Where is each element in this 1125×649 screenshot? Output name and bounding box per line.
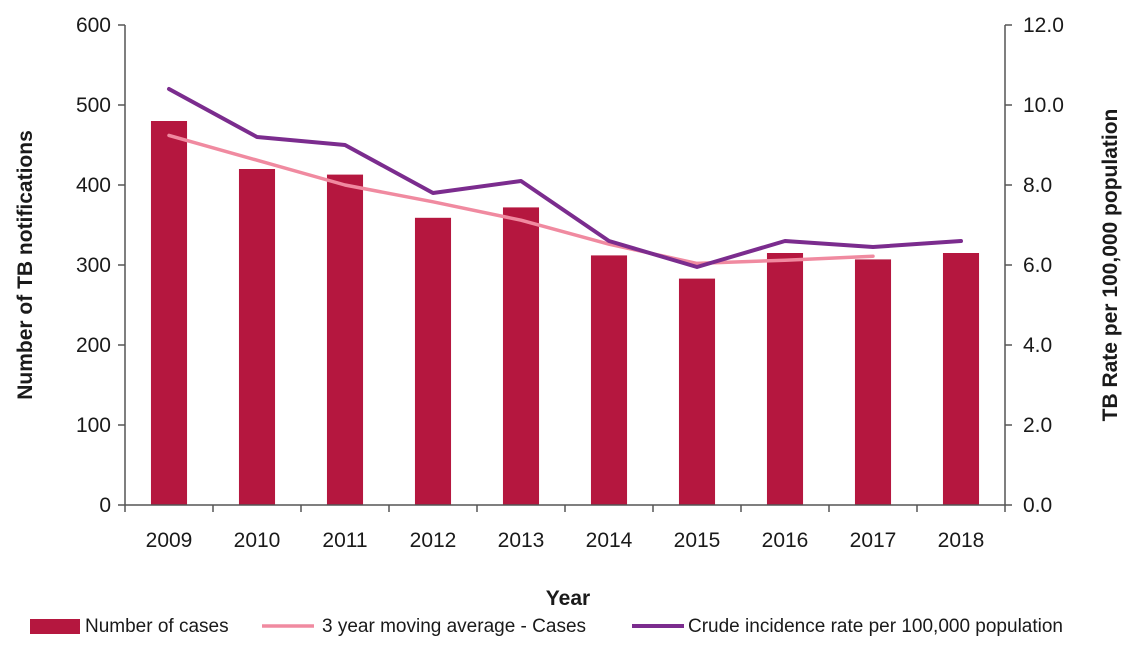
right-tick-label: 10.0: [1023, 94, 1064, 117]
left-tick-label: 300: [76, 254, 111, 277]
x-tick-label: 2014: [586, 529, 633, 552]
right-tick-label: 2.0: [1023, 414, 1052, 437]
series-line: [167, 87, 963, 269]
left-tick-label: 0: [99, 494, 111, 517]
x-tick-label: 2016: [762, 529, 809, 552]
bar: [150, 121, 188, 505]
right-axis-ticks: 0.0 2.0 4.0 6.0 8.0 10.0 12.0: [1005, 14, 1064, 517]
bar: [766, 253, 804, 505]
left-tick-label: 100: [76, 414, 111, 437]
bar: [854, 259, 892, 505]
x-tick-label: 2012: [410, 529, 457, 552]
right-tick-label: 6.0: [1023, 254, 1052, 277]
bar: [414, 217, 452, 506]
y2-axis-title: TB Rate per 100,000 population: [1099, 109, 1122, 422]
series-line: [167, 133, 875, 266]
x-tick-label: 2017: [850, 529, 897, 552]
bar-series: [150, 121, 980, 506]
bar: [678, 278, 716, 505]
bar: [326, 174, 364, 505]
left-tick-label: 400: [76, 174, 111, 197]
x-axis-ticks: 2009 2010 2011 2012 2013 2014 2015 2016 2017 2018: [124, 505, 1006, 552]
right-tick-label: 4.0: [1023, 334, 1052, 357]
right-tick-label: 8.0: [1023, 174, 1052, 197]
left-tick-label: 200: [76, 334, 111, 357]
left-tick-label: 500: [76, 94, 111, 117]
x-tick-label: 2013: [498, 529, 545, 552]
right-tick-label: 12.0: [1023, 14, 1064, 37]
legend-label: Number of cases: [85, 616, 229, 637]
legend-label: 3 year moving average - Cases: [322, 616, 586, 637]
legend: Number of cases 3 year moving average - C…: [30, 616, 1063, 637]
left-tick-label: 600: [76, 14, 111, 37]
bar: [502, 207, 540, 505]
legend-swatch: [30, 619, 80, 634]
right-tick-label: 0.0: [1023, 494, 1052, 517]
bar: [942, 253, 980, 505]
x-tick-label: 2018: [938, 529, 985, 552]
line-series: [167, 87, 963, 269]
y-axis-title: Number of TB notifications: [14, 130, 37, 400]
x-tick-label: 2015: [674, 529, 721, 552]
x-tick-label: 2011: [322, 529, 367, 552]
x-tick-label: 2010: [234, 529, 281, 552]
bar: [590, 255, 628, 505]
legend-label: Crude incidence rate per 100,000 populat…: [688, 616, 1063, 637]
left-axis-ticks: 0 100 200 300 400 500 600: [76, 14, 125, 517]
bar: [238, 169, 276, 505]
x-axis-title: Year: [546, 587, 590, 610]
x-tick-label: 2009: [146, 529, 193, 552]
